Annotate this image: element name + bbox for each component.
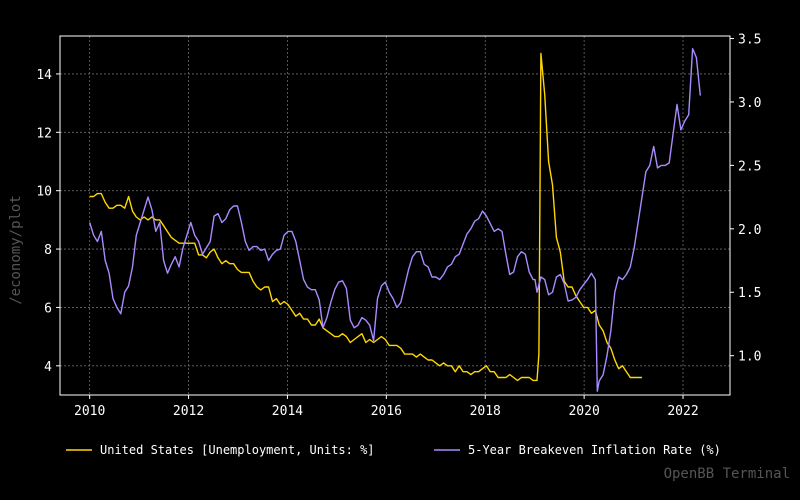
x-tick-label: 2020 bbox=[568, 404, 599, 419]
y-right-tick-label: 3.5 bbox=[738, 33, 761, 48]
side-label: /economy/plot bbox=[8, 195, 24, 305]
y-left-tick-label: 14 bbox=[36, 68, 52, 83]
plot-frame bbox=[59, 35, 731, 396]
legend-label-unemployment: United States [Unemployment, Units: %] bbox=[100, 443, 375, 457]
y-left-tick-label: 6 bbox=[44, 301, 52, 316]
grid-lines bbox=[60, 36, 730, 395]
series-layer bbox=[89, 48, 701, 392]
x-tick-label: 2022 bbox=[667, 404, 698, 419]
series-line-breakeven bbox=[89, 48, 701, 392]
y-right-tick-label: 3.0 bbox=[738, 96, 761, 111]
y-right-tick-label: 2.5 bbox=[738, 159, 761, 174]
y-right-tick-label: 1.5 bbox=[738, 286, 761, 301]
y-left-tick-label: 8 bbox=[44, 243, 52, 258]
x-tick-label: 2010 bbox=[74, 404, 105, 419]
series-line-unemployment bbox=[89, 52, 642, 382]
axis-ticks: 2010 2012 2014 2016 2018 2020 2022 4 6 8 10 12 14 1.0… bbox=[36, 33, 761, 419]
y-left-tick-label: 10 bbox=[36, 185, 52, 200]
x-tick-label: 2016 bbox=[371, 404, 402, 419]
legend: United States [Unemployment, Units: %] 5… bbox=[66, 443, 721, 457]
watermark: OpenBB Terminal bbox=[664, 466, 790, 482]
x-tick-label: 2018 bbox=[470, 404, 501, 419]
y-left-tick-label: 12 bbox=[36, 126, 52, 141]
y-right-tick-label: 1.0 bbox=[738, 350, 761, 365]
y-left-tick-label: 4 bbox=[44, 360, 52, 375]
x-tick-label: 2014 bbox=[272, 404, 303, 419]
legend-label-breakeven: 5-Year Breakeven Inflation Rate (%) bbox=[468, 443, 721, 457]
x-tick-label: 2012 bbox=[173, 404, 204, 419]
y-right-tick-label: 2.0 bbox=[738, 223, 761, 238]
